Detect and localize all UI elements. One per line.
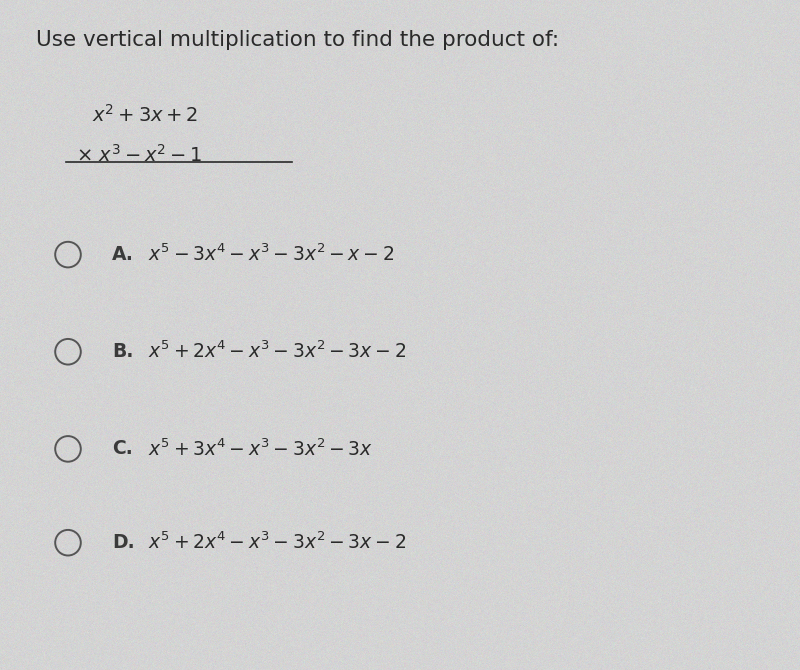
Text: D.: D.: [112, 533, 134, 552]
Text: $x^5+2x^4-x^3-3x^2-3x-2$: $x^5+2x^4-x^3-3x^2-3x-2$: [148, 532, 406, 553]
Text: $x^5+3x^4-x^3-3x^2-3x$: $x^5+3x^4-x^3-3x^2-3x$: [148, 438, 373, 460]
Text: A.: A.: [112, 245, 134, 264]
Text: $x^5+2x^4-x^3-3x^2-3x-2$: $x^5+2x^4-x^3-3x^2-3x-2$: [148, 341, 406, 362]
Text: Use vertical multiplication to find the product of:: Use vertical multiplication to find the …: [36, 30, 559, 50]
Text: $\times\ \mathit{x}^3-\mathit{x}^2-1$: $\times\ \mathit{x}^3-\mathit{x}^2-1$: [76, 144, 202, 166]
Text: C.: C.: [112, 440, 133, 458]
Text: $\mathit{x}^2+3\mathit{x}+2$: $\mathit{x}^2+3\mathit{x}+2$: [92, 104, 198, 126]
Text: $x^5-3x^4-x^3-3x^2-x-2$: $x^5-3x^4-x^3-3x^2-x-2$: [148, 244, 394, 265]
Text: B.: B.: [112, 342, 134, 361]
